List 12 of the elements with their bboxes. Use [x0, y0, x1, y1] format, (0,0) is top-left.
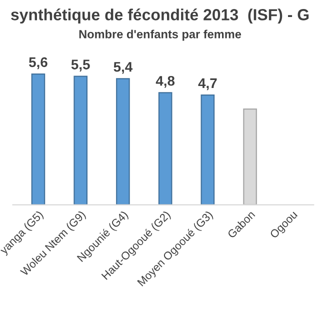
- bar: [74, 76, 88, 205]
- bar: [200, 94, 215, 205]
- data-label: 5,4: [114, 62, 133, 74]
- chart-title: synthétique de fécondité 2013 (ISF) - G: [11, 8, 309, 24]
- data-label: 4,8: [156, 76, 175, 88]
- data-label: 4,7: [198, 78, 217, 90]
- bar: [158, 92, 172, 205]
- data-label: 5,5: [71, 60, 90, 72]
- chart-subtitle: Nombre d'enfants par femme: [79, 30, 242, 41]
- data-label: 5,6: [28, 57, 48, 70]
- bar: [116, 78, 130, 205]
- bar: [31, 73, 46, 205]
